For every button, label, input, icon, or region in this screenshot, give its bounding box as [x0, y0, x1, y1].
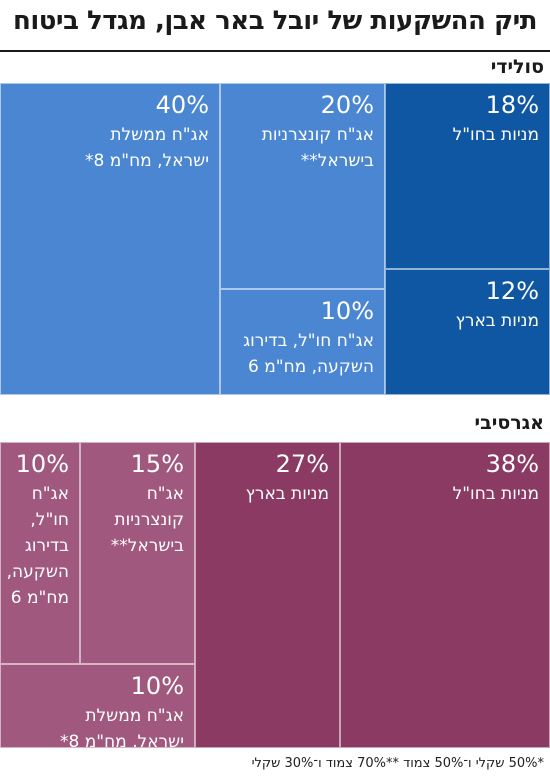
treemap-tile: 10% אג"ח חו"ל, בדירוג השקעה, מח"מ 6: [0, 442, 80, 664]
tile-percent-label: 12%: [485, 277, 539, 305]
chart-title: תיק ההשקעות של יובל באר אבן, מגדל ביטוח: [12, 6, 538, 36]
tile-category-label: אג"ח ממשלת ישראל, מח"מ 8*: [59, 706, 184, 748]
treemap-tile: 15% אג"ח קונצרניות בישראל**: [80, 442, 195, 664]
tile-percent-label: 27%: [275, 450, 329, 478]
tile-category-label: מניות בחו"ל: [452, 484, 539, 504]
treemap-tile: 12% מניות בארץ: [385, 269, 550, 395]
tile-category-label: אג"ח חו"ל, בדירוג השקעה, מח"מ 6: [243, 331, 374, 377]
tile-percent-label: 10%: [15, 450, 69, 478]
aggressive-treemap: 38% מניות בחו"ל 27% מניות בארץ 15% אג"ח קונצר…: [0, 442, 550, 748]
tile-category-label: אג"ח קונצרניות בישראל**: [110, 484, 184, 556]
treemap-tile: 27% מניות בארץ: [195, 442, 340, 748]
solid-section-label: סולידי: [490, 56, 544, 78]
tile-percent-label: 38%: [485, 450, 539, 478]
tile-percent-label: 10%: [320, 297, 374, 325]
treemap-tile: 38% מניות בחו"ל: [340, 442, 550, 748]
tile-percent-label: 15%: [130, 450, 184, 478]
tile-category-label: מניות בחו"ל: [452, 125, 539, 145]
treemap-tile: 10% אג"ח חו"ל, בדירוג השקעה, מח"מ 6: [220, 289, 385, 395]
tile-category-label: אג"ח ממשלת ישראל, מח"מ 8*: [84, 125, 209, 171]
footnote: *50% שקלי ו־50% צמוד **70% צמוד ו־30% שק…: [251, 756, 544, 771]
solid-treemap: 40% אג"ח ממשלת ישראל, מח"מ 8* 20% אג"ח קונצ…: [0, 83, 550, 395]
treemap-tile: 10% אג"ח ממשלת ישראל, מח"מ 8*: [0, 664, 195, 748]
tile-percent-label: 10%: [130, 672, 184, 700]
aggressive-section-label: אגרסיבי: [474, 412, 544, 434]
treemap-tile: 20% אג"ח קונצרניות בישראל**: [220, 83, 385, 289]
tile-percent-label: 40%: [155, 91, 209, 119]
tile-category-label: מניות בארץ: [245, 484, 329, 504]
tile-percent-label: 18%: [485, 91, 539, 119]
tile-category-label: אג"ח חו"ל, בדירוג השקעה, מח"מ 6: [6, 484, 69, 608]
tile-category-label: מניות בארץ: [455, 311, 539, 331]
title-divider: [0, 50, 550, 52]
tile-percent-label: 20%: [320, 91, 374, 119]
treemap-tile: 18% מניות בחו"ל: [385, 83, 550, 269]
tile-category-label: אג"ח קונצרניות בישראל**: [261, 125, 374, 171]
treemap-tile: 40% אג"ח ממשלת ישראל, מח"מ 8*: [0, 83, 220, 395]
